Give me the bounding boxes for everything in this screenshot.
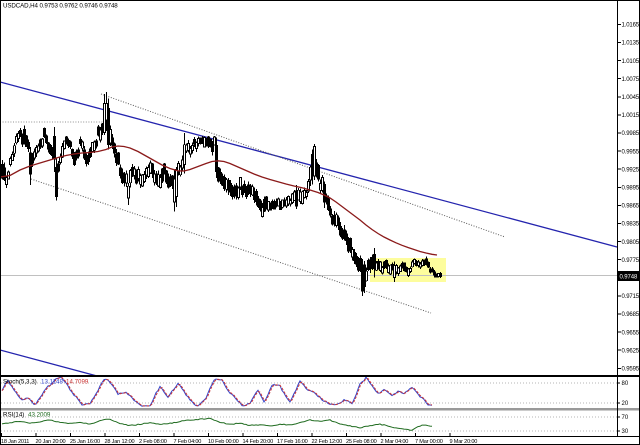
- price-axis-label: 0.9685: [622, 312, 640, 318]
- stoch-line-%D: [1, 377, 433, 407]
- stoch-line-%K: [1, 376, 433, 407]
- time-axis-label: 17 Feb 16:00: [277, 439, 308, 445]
- bid-price-label-text: 0.9748: [620, 274, 639, 280]
- price-axis-label: 1.0165: [622, 23, 640, 29]
- time-axis-label: 14 Feb 20:00: [243, 439, 274, 445]
- price-axis-label: 0.9775: [622, 258, 640, 264]
- chart-title-text: USDCAD,H4 0.9753 0.9762 0.9746 0.9748: [3, 3, 118, 10]
- price-axis-label: 1.0135: [622, 41, 640, 47]
- price-axis-label: 0.9835: [622, 222, 640, 228]
- stoch-main-value: 13.1148: [41, 379, 63, 386]
- candlestick-series: [1, 92, 442, 296]
- time-axis-label: 28 Jan 12:00: [105, 439, 135, 445]
- rsi-line: [1, 417, 433, 431]
- time-axis-label: 25 Jan 16:00: [70, 439, 100, 445]
- rsi-value: 43.2009: [28, 412, 51, 419]
- chart-title-ohlc: USDCAD,H4 0.9753 0.9762 0.9746 0.9748: [3, 3, 118, 10]
- price-axis-label: 0.9865: [622, 204, 640, 210]
- time-axis-label: 2 Mar 04:00: [381, 439, 409, 445]
- separator-main-stoch[interactable]: [0, 375, 640, 377]
- rsi-pane[interactable]: [1, 416, 617, 432]
- price-axis[interactable]: 1.0165 1.0135 1.0105 1.0075 1.0045 1.0015 0.99…: [617, 23, 640, 436]
- price-axis-label: 0.9625: [622, 348, 640, 354]
- price-axis-label: 0.9805: [622, 240, 640, 246]
- time-axis-label: 20 Jan 20:00: [36, 439, 66, 445]
- time-axis-label: 7 Mar 00:00: [415, 439, 443, 445]
- indicator-level-label: 20: [622, 401, 629, 407]
- price-axis-label: 0.9985: [622, 131, 640, 137]
- rsi-name-label: RSI(14): [3, 412, 24, 419]
- separator-stoch-rsi[interactable]: [0, 408, 640, 411]
- time-axis-label: 18 Jan 2011: [1, 439, 29, 445]
- trendline-inner-upper-dotted[interactable]: [100, 93, 506, 238]
- rsi-label: RSI(14) 43.2009: [3, 412, 51, 419]
- stoch-label: Stoch(5,3,3) 13.1148 14.7099: [3, 379, 89, 386]
- trendline-channel-upper-blue[interactable]: [0, 81, 618, 248]
- indicator-level-label: 80: [622, 381, 629, 387]
- time-axis-label: 7 Feb 04:00: [174, 439, 202, 445]
- price-axis-label: 1.0105: [622, 59, 640, 65]
- indicator-level-label: 70: [622, 415, 629, 421]
- price-axis-label: 1.0045: [622, 95, 640, 101]
- price-axis-label: 0.9895: [622, 186, 640, 192]
- price-axis-label: 1.0015: [622, 113, 640, 119]
- time-axis-label: 10 Feb 00:00: [208, 439, 239, 445]
- price-axis-label: 1.0075: [622, 77, 640, 83]
- price-axis-label: 0.9595: [622, 367, 640, 373]
- time-axis-label: 22 Feb 12:00: [312, 439, 343, 445]
- stoch-signal-value: 14.7099: [66, 379, 89, 386]
- separator-rsi-timeaxis: [0, 436, 640, 437]
- moving-average-line[interactable]: [0, 145, 438, 256]
- price-axis-label: 0.9655: [622, 330, 640, 336]
- trendline-channel-lower-blue[interactable]: [0, 349, 98, 377]
- bid-price-label: [617, 271, 640, 281]
- stochastic-pane[interactable]: [1, 376, 617, 407]
- price-axis-label: 0.9715: [622, 294, 640, 300]
- price-axis-label: 0.9955: [622, 149, 640, 155]
- time-axis-label: 25 Feb 08:00: [346, 439, 377, 445]
- time-axis[interactable]: 18 Jan 2011 20 Jan 20:00 25 Jan 16:00 28 Ja…: [1, 433, 477, 445]
- indicator-level-label: 30: [622, 429, 629, 435]
- price-axis-label: 0.9925: [622, 167, 640, 173]
- main-price-pane[interactable]: [0, 81, 618, 377]
- time-axis-label: 2 Feb 08:00: [139, 439, 167, 445]
- stoch-name-label: Stoch(5,3,3): [3, 379, 37, 386]
- time-axis-label: 9 Mar 20:00: [450, 439, 478, 445]
